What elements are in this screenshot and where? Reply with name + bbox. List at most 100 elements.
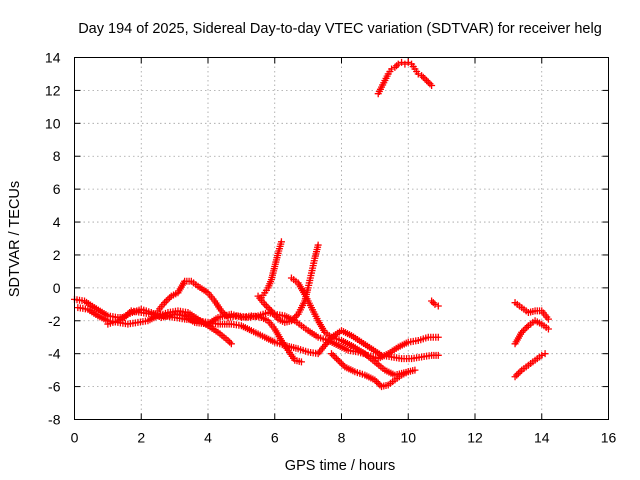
data-point: [431, 300, 439, 308]
data-point: [371, 376, 379, 384]
series-track-3: [104, 305, 305, 366]
data-point: [544, 315, 552, 323]
data-point: [162, 297, 170, 305]
x-tick-label: 0: [71, 430, 79, 446]
y-tick-label: -6: [48, 379, 61, 395]
data-point: [511, 373, 519, 381]
series-track-8: [327, 350, 412, 391]
data-point: [414, 70, 422, 78]
plot-frame: [74, 57, 609, 420]
series-track-1: [71, 295, 419, 379]
data-point: [161, 299, 169, 307]
data-point: [376, 381, 384, 389]
x-tick-label: 8: [338, 430, 346, 446]
data-point: [393, 62, 401, 70]
data-point: [538, 351, 546, 359]
data-point: [332, 355, 340, 363]
x-tick-label: 14: [534, 430, 550, 446]
data-point: [338, 360, 345, 368]
data-point: [224, 337, 232, 345]
x-tick-label: 12: [467, 430, 483, 446]
y-tick-label: 6: [53, 181, 61, 197]
y-tick-label: 2: [53, 247, 61, 263]
data-points: [71, 58, 552, 391]
data-point: [336, 358, 344, 366]
series-track-10: [428, 297, 442, 310]
data-point: [331, 353, 339, 361]
data-point: [297, 358, 305, 366]
data-point: [516, 368, 524, 376]
data-point: [374, 379, 382, 387]
data-point: [388, 65, 396, 73]
chart-title: Day 194 of 2025, Sidereal Day-to-day VTE…: [78, 21, 602, 37]
data-point: [339, 361, 347, 369]
data-point: [287, 317, 295, 325]
series-track-11: [511, 299, 552, 323]
data-point: [221, 310, 229, 318]
data-point: [434, 302, 442, 310]
data-point: [266, 305, 274, 313]
data-point: [398, 58, 406, 66]
data-point: [404, 368, 412, 376]
data-point: [262, 302, 270, 310]
data-point: [166, 294, 174, 302]
y-tick-label: 8: [53, 148, 61, 164]
series-track-13: [511, 350, 549, 381]
y-axis-label: SDTVAR / TECUs: [7, 181, 23, 297]
data-point: [423, 77, 431, 85]
data-point: [419, 73, 427, 81]
data-point: [334, 356, 342, 364]
data-point: [518, 328, 526, 336]
series-track-4: [154, 277, 442, 363]
x-tick-label: 10: [400, 430, 416, 446]
data-point: [404, 58, 412, 66]
data-point: [227, 340, 235, 348]
y-tick-label: -8: [48, 412, 61, 428]
series-track-6: [254, 241, 322, 326]
data-point: [329, 351, 337, 359]
data-point: [418, 72, 426, 80]
data-point: [292, 312, 300, 320]
data-point: [261, 300, 269, 308]
data-point: [217, 307, 225, 315]
x-axis-label: GPS time / hours: [285, 458, 395, 474]
data-point: [391, 63, 399, 71]
data-point: [421, 75, 429, 83]
data-point: [327, 350, 335, 358]
x-tick-label: 6: [271, 430, 279, 446]
series-track-9: [374, 58, 436, 98]
data-point: [513, 371, 521, 379]
data-point: [519, 327, 527, 335]
data-point: [514, 369, 522, 377]
series-track-7: [287, 274, 442, 363]
data-point: [219, 309, 227, 317]
x-tick-label: 2: [137, 430, 145, 446]
data-point: [424, 78, 432, 86]
data-point: [289, 315, 297, 323]
data-point: [277, 238, 285, 246]
data-point: [523, 323, 531, 331]
y-tick-label: 4: [53, 214, 61, 230]
x-tick-label: 4: [204, 430, 212, 446]
data-point: [411, 366, 419, 374]
grid-lines: [74, 57, 609, 420]
y-tick-label: -2: [48, 313, 61, 329]
data-point: [264, 304, 272, 312]
y-tick-label: -4: [48, 346, 61, 362]
data-point: [434, 333, 442, 341]
x-axis-ticks: 0 2 4 6 8 10 12 14 16: [71, 57, 616, 446]
data-point: [226, 338, 234, 346]
data-point: [428, 297, 436, 305]
data-point: [394, 60, 402, 68]
data-point: [544, 325, 552, 333]
data-point: [428, 81, 436, 89]
y-tick-label: 12: [45, 82, 61, 98]
data-point: [222, 312, 230, 320]
data-point: [401, 60, 409, 68]
y-tick-label: 0: [53, 280, 61, 296]
y-tick-label: 14: [45, 50, 61, 66]
data-point: [434, 351, 442, 359]
data-point: [373, 378, 381, 386]
data-point: [426, 80, 434, 88]
